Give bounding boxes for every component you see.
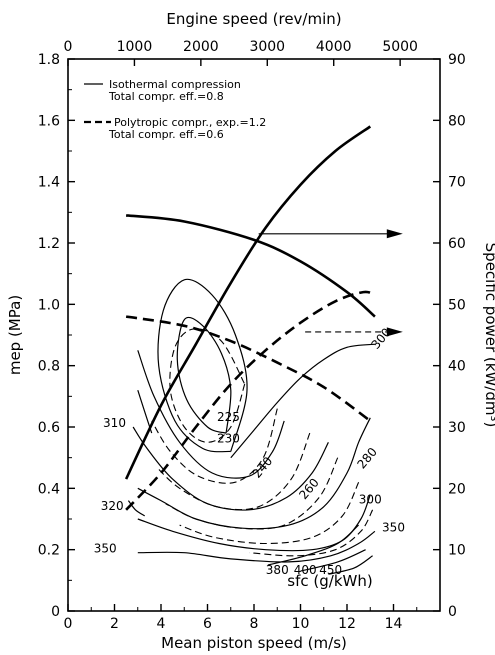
sfc-contour-label: 280 [354, 445, 379, 472]
x-tick-label: 4 [157, 616, 166, 632]
legend-solid-line2: Total compr. eff.=0.8 [108, 90, 224, 103]
isothermal-series-line [124, 125, 372, 480]
sfc-contour-300 [230, 343, 375, 459]
polytropic-series-line [125, 315, 372, 422]
y-left-tick-label: 1.8 [38, 52, 60, 68]
sfc-contour-label: 350 [94, 542, 117, 556]
x-tick-label: 2 [110, 616, 119, 632]
top-tick-label: 0 [64, 39, 73, 55]
y-right-tick-label: 30 [448, 420, 466, 436]
sfc-contour-320 [127, 500, 146, 517]
y-left-tick-label: 1.2 [38, 236, 60, 252]
top-axis-title: Engine speed (rev/min) [166, 10, 341, 28]
sfc-contour-label: 350 [382, 520, 405, 534]
y-right-tick-label: 20 [448, 481, 466, 497]
sfc-contour-label: 450 [319, 563, 342, 577]
sfc-contour-label: 300 [359, 493, 382, 507]
y-right-tick-label: 70 [448, 175, 466, 191]
sfc-contour-dashed [179, 481, 360, 545]
sfc-contour-label: 400 [294, 563, 317, 577]
sfc-contour-225 [176, 316, 232, 434]
x-tick-label: 14 [385, 616, 403, 632]
y-right-tick-label: 80 [448, 113, 466, 129]
sfc-contour-450 [328, 555, 373, 575]
sfc-contour-dashed [155, 432, 311, 511]
legend-dashed-line2: Total compr. eff.=0.6 [108, 128, 224, 141]
arrow-head [386, 327, 403, 337]
top-tick-label: 4000 [316, 39, 352, 55]
y-right-tick-label: 10 [448, 543, 466, 559]
isothermal-series-line [125, 214, 376, 318]
y-left-tick-label: 0 [51, 604, 60, 620]
top-tick-label: 1000 [117, 39, 153, 55]
x-axis-title: Mean piston speed (m/s) [161, 634, 347, 652]
sfc-contour-350 [137, 530, 376, 563]
x-tick-label: 10 [292, 616, 310, 632]
series-layer [124, 125, 403, 511]
sfc-contour-dashed [165, 457, 339, 530]
x-tick-label: 8 [250, 616, 259, 632]
sfc-contour-label: 380 [266, 563, 289, 577]
y-right-tick-label: 50 [448, 297, 466, 313]
sfc-contour-label: 230 [217, 431, 240, 445]
sfc-contour-layer [127, 278, 376, 575]
legend-dashed-line1: Polytropic compr., exp.=1.2 [114, 116, 266, 129]
top-tick-label: 3000 [249, 39, 285, 55]
sfc-contour-280 [137, 417, 371, 530]
y-left-tick-label: 0.2 [38, 543, 60, 559]
sfc-contour-label: 240 [250, 454, 275, 481]
y-left-tick-label: 1.6 [38, 113, 60, 129]
y-left-tick-label: 0.6 [38, 420, 60, 436]
y-right-tick-label: 90 [448, 52, 466, 68]
sfc-contour-label: 310 [103, 416, 126, 430]
sfc-contour-380 [267, 524, 360, 566]
legend-solid-line1: Isothermal compression [109, 78, 241, 91]
sfc-contour-label: 320 [101, 499, 124, 513]
sfc-contour-400 [300, 549, 366, 572]
y-right-axis-title: Specific power (kW/dm³) [482, 243, 495, 428]
y-right-tick-label: 60 [448, 236, 466, 252]
x-tick-label: 0 [64, 616, 73, 632]
y-left-tick-label: 0.8 [38, 359, 60, 375]
polytropic-series-line [125, 290, 376, 511]
y-left-axis-title: mep (MPa) [6, 295, 24, 375]
y-right-tick-label: 0 [448, 604, 457, 620]
sfc-contour-dashed [151, 408, 278, 484]
sfc-contour-label: 225 [217, 410, 240, 424]
sfc-contour-dashed [249, 509, 374, 557]
sfc-contour-300 [137, 494, 371, 552]
top-tick-label: 5000 [382, 39, 418, 55]
x-tick-label: 12 [338, 616, 356, 632]
y-left-tick-label: 0.4 [38, 481, 60, 497]
sfc-contour-240 [137, 350, 285, 479]
y-right-tick-label: 40 [448, 359, 466, 375]
top-tick-label: 2000 [183, 39, 219, 55]
axis-layer [67, 58, 441, 612]
sfc-label: sfc (g/kWh) [287, 572, 372, 590]
y-left-tick-label: 1.4 [38, 175, 60, 191]
y-left-tick-label: 1.0 [38, 297, 60, 313]
arrow-head [386, 229, 403, 239]
x-tick-label: 6 [203, 616, 212, 632]
